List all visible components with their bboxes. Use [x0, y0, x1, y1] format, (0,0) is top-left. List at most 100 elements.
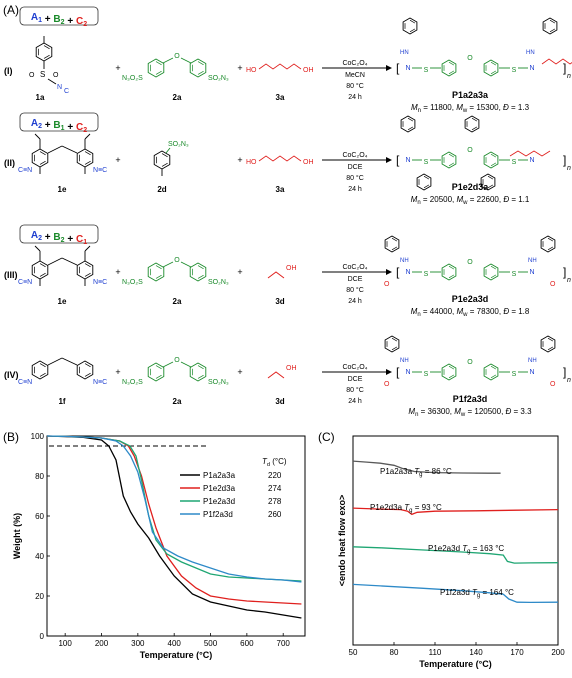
condition-label: DCE [348, 376, 363, 383]
monomer-3-label: 3d [275, 297, 284, 306]
ring-double-bond [155, 61, 162, 66]
series-line-p1f2a3d [352, 583, 559, 604]
product-ring [483, 263, 499, 281]
legend-td-value: 220 [268, 471, 282, 480]
ring-double-bond [39, 363, 46, 368]
series-label: P1e2d3a Tg = 93 °C [370, 503, 442, 514]
bond [34, 245, 41, 252]
dsc-chart: 50 80 110 140 170 200 Temperature (°C) <endo he… [337, 435, 565, 669]
legend-entry: P1e2a3d [203, 497, 235, 506]
product-structure: []n O S S N N O O NH NH [384, 235, 571, 288]
isocyanide-group: N≡C [93, 379, 107, 386]
nh-group: NH [528, 358, 537, 364]
sulfonyl-sulfur: S [512, 67, 517, 74]
aryl-ring [480, 173, 496, 191]
bond [84, 133, 91, 140]
y-tick-label: 20 [35, 592, 44, 601]
aryl-ring [384, 235, 400, 253]
arrow-head [386, 65, 392, 71]
plus-sign: + [237, 367, 242, 377]
ether-oxygen: O [467, 359, 473, 366]
tga-chart: 100 200 300 400 500 600 700 0 20 40 60 80 100 Tempera… [12, 432, 306, 660]
panel-label-b: (B) [3, 430, 19, 444]
tolyl-ring [402, 17, 418, 35]
ring-double-bond [448, 153, 455, 158]
product-ring [441, 151, 457, 169]
isocyanide-group: C≡N [18, 279, 32, 286]
sulfonyl-azide-group: N₃O₂S [122, 379, 143, 386]
product-structure: []n O S S N N HN HN [396, 17, 572, 80]
hydroxyl-group: OH [303, 159, 314, 166]
isocyanide-carbon: C [64, 88, 69, 95]
y-axis-label: Weight (%) [12, 513, 22, 559]
row-roman-numeral: (IV) [4, 370, 19, 380]
bond [162, 361, 174, 368]
ring-double-bond [43, 45, 50, 50]
repeat-bracket: ] [563, 265, 566, 279]
aryl-ring [540, 335, 556, 353]
sulfonyl-azide-group: SO₂N₃ [208, 279, 229, 286]
scheme-row-4: (IV)C≡N N≡C 1f + O N₃O₂S SO₂N₃ 2a + OH 3d CoC₂O₄ DCE… [4, 335, 571, 418]
ring-double-bond [84, 372, 91, 377]
series-line-p1a2a3a [46, 435, 302, 619]
plus-sign: + [115, 63, 120, 73]
nh-group: NH [528, 258, 537, 264]
aryl-ring [189, 262, 207, 282]
monomer-2-structure: O N₃O₂S SO₂N₃ 2a [122, 53, 229, 102]
product-ring [441, 263, 457, 281]
hexyl-chain [509, 150, 551, 157]
legend-entry: P1e2d3a [203, 484, 236, 493]
tolyl-ring [542, 17, 558, 35]
ring-double-bond [391, 337, 398, 342]
series-label: P1e2a3d Tg = 163 °C [428, 544, 504, 555]
ethanol-chain [267, 271, 285, 279]
hydroxyl-group: OH [286, 365, 297, 372]
ring-double-bond [409, 28, 416, 33]
aryl-ring [384, 335, 400, 353]
product-ring [441, 363, 457, 381]
panel-label-c: (C) [318, 430, 335, 444]
nh-group: NH [400, 358, 409, 364]
hydroxyl-group: HO [246, 159, 257, 166]
molecular-weight-label: Mn = 36300, Mw = 120500, Đ = 3.3 [408, 407, 532, 418]
aryl-ring [189, 58, 207, 78]
x-tick-label: 700 [277, 639, 291, 648]
bond [180, 261, 192, 268]
ether-oxygen: O [174, 257, 180, 264]
arrow-head [386, 369, 392, 375]
ring-double-bond [155, 374, 162, 379]
y-axis-label: <endo heat flow exo> [337, 495, 347, 587]
sulfonyl-sulfur: S [424, 271, 429, 278]
aryl-ring [147, 362, 165, 382]
ring-double-bond [448, 365, 455, 370]
ring-double-bond [39, 372, 46, 377]
aryl-ring [147, 262, 165, 282]
ring-double-bond [448, 61, 455, 66]
ring-double-bond [490, 374, 497, 379]
ring-double-bond [547, 337, 554, 342]
monomer-combination-box [19, 112, 99, 132]
series-label: P1f2a3d Tg = 164 °C [440, 588, 514, 599]
imine-nitrogen: N [405, 157, 410, 164]
ring-double-bond [391, 246, 398, 251]
repeat-bracket: ] [563, 365, 566, 379]
hexanediol-chain [258, 63, 302, 70]
ring-double-bond [471, 117, 478, 122]
condition-label: DCE [348, 164, 363, 171]
ring-double-bond [423, 184, 430, 189]
hydroxyl-group: HO [246, 67, 257, 74]
catalyst-label: CoC₂O₄ [342, 364, 367, 371]
condition-label: 80 °C [346, 386, 364, 394]
ring-double-bond [197, 274, 204, 279]
scheme-row-3: A2 + B2 + C1 (III)C≡N N≡C 1e + O N₃O₂S SO₂N₃ 2a +… [4, 224, 571, 318]
product-label: P1a2a3a [452, 90, 489, 100]
product-label: P1e2a3d [452, 294, 489, 304]
bond [47, 257, 63, 266]
product-label: P1f2a3d [453, 394, 488, 404]
ring-double-bond [197, 374, 204, 379]
sulfonyl-azide-group: N₃O₂S [122, 279, 143, 286]
ring-double-bond [197, 265, 204, 270]
monomer-1-label: 1a [36, 93, 45, 102]
